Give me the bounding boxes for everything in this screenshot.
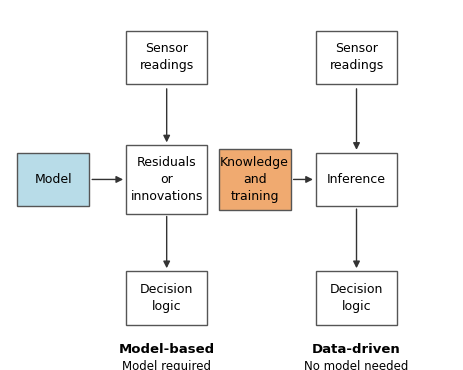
Text: Residuals
or
innovations: Residuals or innovations bbox=[131, 156, 203, 203]
Bar bbox=[316, 30, 397, 84]
Bar bbox=[126, 145, 207, 214]
Text: Decision
logic: Decision logic bbox=[330, 283, 383, 313]
Bar bbox=[316, 152, 397, 206]
Text: Knowledge
and
training: Knowledge and training bbox=[220, 156, 289, 203]
Bar bbox=[126, 271, 207, 325]
Text: Decision
logic: Decision logic bbox=[140, 283, 194, 313]
Bar bbox=[18, 152, 89, 206]
Text: No model needed: No model needed bbox=[304, 360, 409, 370]
Text: Model required: Model required bbox=[122, 360, 211, 370]
Bar bbox=[126, 30, 207, 84]
Bar bbox=[219, 149, 291, 210]
Text: Data-driven: Data-driven bbox=[312, 343, 401, 356]
Text: Inference: Inference bbox=[327, 173, 386, 186]
Text: Model: Model bbox=[34, 173, 72, 186]
Text: Model-based: Model-based bbox=[119, 343, 215, 356]
Text: Sensor
readings: Sensor readings bbox=[329, 42, 384, 73]
Text: Sensor
readings: Sensor readings bbox=[139, 42, 194, 73]
Bar bbox=[316, 271, 397, 325]
